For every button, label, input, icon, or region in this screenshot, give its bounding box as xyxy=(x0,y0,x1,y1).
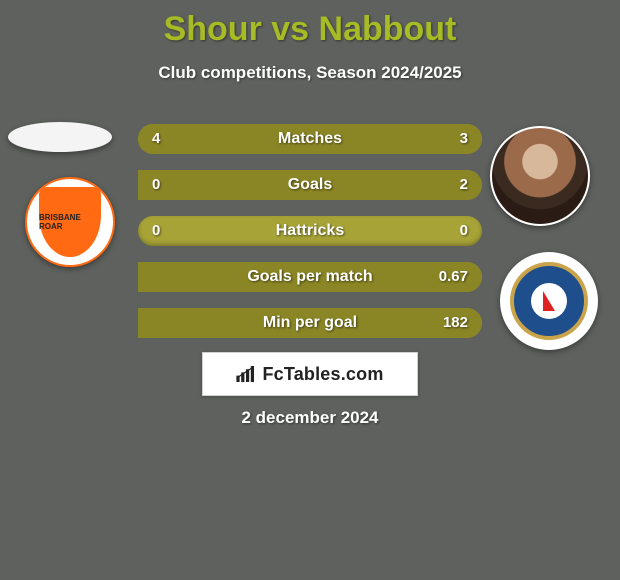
stat-label: Goals per match xyxy=(138,262,482,292)
stat-value-right: 0 xyxy=(460,216,468,246)
footer-date: 2 december 2024 xyxy=(0,408,620,428)
branding-box: FcTables.com xyxy=(202,352,418,396)
stat-label: Matches xyxy=(138,124,482,154)
stat-label: Hattricks xyxy=(138,216,482,246)
stat-label: Min per goal xyxy=(138,308,482,338)
stat-value-right: 182 xyxy=(443,308,468,338)
player-left-avatar xyxy=(8,122,112,152)
stat-label: Goals xyxy=(138,170,482,200)
page-title: Shour vs Nabbout xyxy=(0,0,620,49)
page-subtitle: Club competitions, Season 2024/2025 xyxy=(0,63,620,83)
stat-value-right: 2 xyxy=(460,170,468,200)
stat-row: Goals per match0.67 xyxy=(138,262,482,292)
stat-value-right: 0.67 xyxy=(439,262,468,292)
club-left-badge-text: BRISBANE ROAR xyxy=(39,213,101,231)
player-right-avatar xyxy=(490,126,590,226)
club-right-sail-icon xyxy=(543,291,555,311)
club-right-badge xyxy=(500,252,598,350)
club-right-badge-inner xyxy=(510,262,588,340)
club-left-badge: BRISBANE ROAR xyxy=(25,177,115,267)
stat-row: 0Hattricks0 xyxy=(138,216,482,246)
branding-text: FcTables.com xyxy=(262,364,383,385)
stat-row: 0Goals2 xyxy=(138,170,482,200)
bar-chart-icon xyxy=(236,366,256,382)
stat-row: Min per goal182 xyxy=(138,308,482,338)
stats-area: 4Matches30Goals20Hattricks0Goals per mat… xyxy=(138,124,482,354)
stat-value-right: 3 xyxy=(460,124,468,154)
stat-row: 4Matches3 xyxy=(138,124,482,154)
club-left-badge-inner: BRISBANE ROAR xyxy=(39,187,101,257)
club-right-badge-center xyxy=(531,283,567,319)
